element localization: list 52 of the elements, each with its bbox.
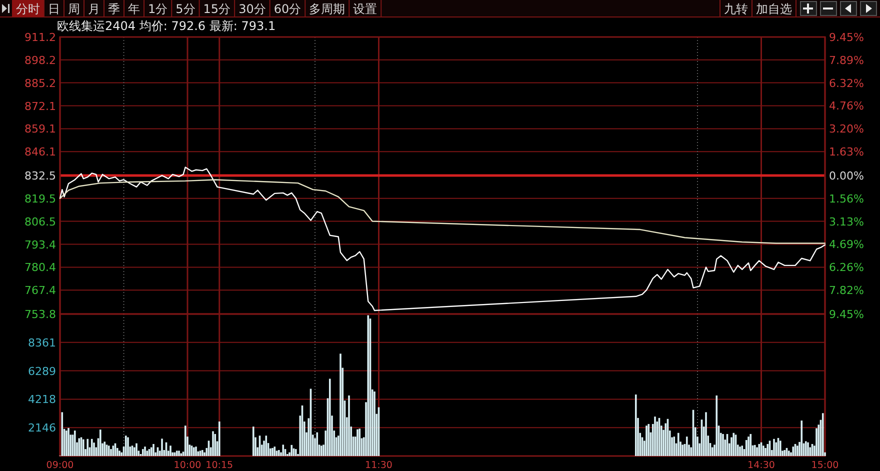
tab: 60分	[274, 0, 306, 18]
y2tick: 3.20%	[829, 122, 864, 136]
tab: 周	[68, 0, 84, 18]
ytick: 898.2	[24, 54, 56, 67]
xtick: 10:00	[174, 460, 202, 471]
y2tick: 1.63%	[829, 146, 864, 159]
tab: 分时	[12, 0, 44, 18]
tab: 月	[88, 0, 104, 18]
xtick: 15:00	[811, 460, 839, 471]
y2tick: 6.32%	[829, 76, 864, 90]
ytick: 8361	[28, 336, 56, 350]
ytick: 872.1	[24, 100, 56, 113]
xtick: 09:00	[46, 460, 74, 471]
y2tick: 9.45%	[829, 308, 864, 321]
xtick: 14:30	[748, 460, 775, 471]
tab: 1分	[148, 0, 172, 18]
y2tick: 7.89%	[829, 54, 864, 67]
tab: 设置	[353, 0, 382, 18]
ytick: 4218	[28, 393, 56, 406]
y2tick: 3.13%	[829, 215, 864, 228]
tab: 多周期	[309, 0, 350, 18]
ytick: 6289	[28, 364, 56, 378]
tab: 年	[128, 0, 144, 18]
tab: 日	[48, 0, 64, 18]
ytick: 859.1	[24, 122, 56, 136]
tab: 季	[108, 0, 124, 18]
ytick: 767.4	[24, 284, 56, 298]
y2tick: 6.26%	[829, 261, 864, 274]
ytick: 753.8	[24, 308, 56, 321]
y2tick: 7.82%	[829, 284, 864, 298]
tab: 30分	[238, 0, 270, 18]
tab: 5分	[176, 0, 200, 18]
tab: 九转	[720, 0, 748, 18]
xtick: 10:15	[206, 460, 234, 471]
tab: 加自选	[752, 0, 792, 18]
ytick: 832.5	[24, 170, 56, 182]
y2tick: 9.45%	[829, 31, 864, 44]
ytick: 780.4	[24, 261, 56, 274]
ytick: 819.5	[24, 192, 56, 206]
xtick: 11:30	[365, 460, 392, 471]
ytick: 806.5	[24, 215, 56, 228]
ytick: 793.4	[24, 238, 56, 252]
ytick: 885.2	[24, 76, 56, 90]
y2tick: 4.69%	[829, 238, 864, 252]
y2tick: 0.00%	[829, 170, 864, 182]
ytick: 911.2	[24, 31, 56, 44]
tab: 15分	[203, 0, 236, 18]
y2tick: 1.56%	[829, 192, 864, 206]
ytick: 846.1	[24, 146, 56, 159]
ytick: 2146	[28, 422, 56, 435]
y2tick: 4.76%	[829, 100, 864, 113]
title: 欧线集运2404 均价: 792.6 最新: 793.1	[57, 19, 276, 33]
